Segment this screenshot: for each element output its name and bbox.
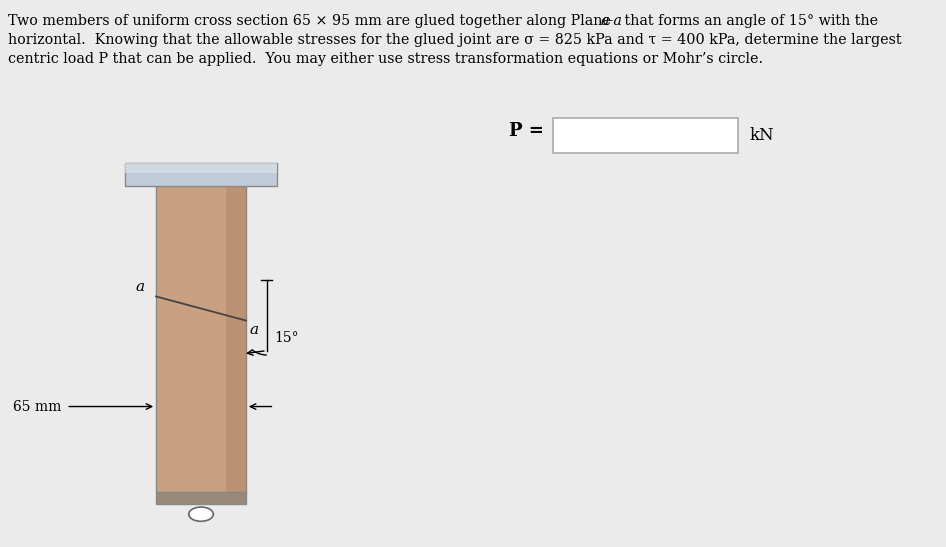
Bar (125, 163, 276, 173)
Text: centric load ​P that can be applied.  You may either use stress transformation e: centric load ​P that can be applied. You… (8, 52, 762, 66)
Bar (156, 186, 246, 492)
Bar (125, 163, 276, 186)
Text: 15°: 15° (274, 331, 299, 346)
Text: Two members of uniform cross section 65 × 95 mm are glued together along Plane: Two members of uniform cross section 65 … (8, 14, 615, 28)
Text: a: a (250, 323, 259, 337)
Circle shape (189, 507, 214, 521)
Text: a: a (135, 280, 145, 294)
Text: a-a: a-a (601, 14, 622, 28)
Bar (553, 118, 738, 153)
Text: 65 mm: 65 mm (13, 399, 61, 414)
Text: that forms an angle of 15° with the: that forms an angle of 15° with the (620, 14, 878, 28)
Text: P =: P = (509, 123, 544, 140)
Text: horizontal.  Knowing that the allowable stresses for the glued joint are σ = 825: horizontal. Knowing that the allowable s… (8, 33, 902, 47)
Bar (226, 186, 246, 492)
Text: kN: kN (749, 127, 774, 144)
Bar (156, 492, 246, 504)
